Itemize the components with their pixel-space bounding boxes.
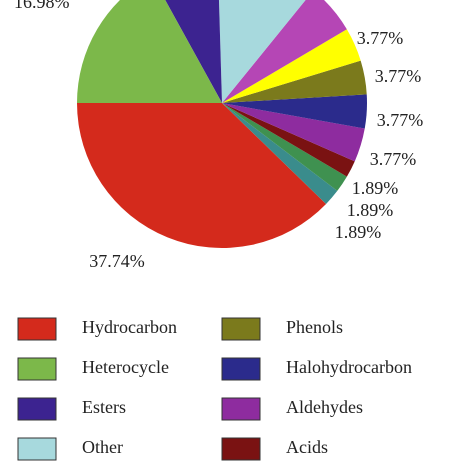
- legend-label: Phenols: [286, 317, 343, 337]
- legend-swatch: [221, 317, 261, 341]
- legend-label: Aldehydes: [286, 397, 363, 417]
- pie-slice: [222, 0, 347, 103]
- value-label: 3.77%: [357, 28, 404, 48]
- legend-label: Esters: [82, 397, 126, 417]
- value-label: 37.74%: [89, 251, 145, 271]
- value-label: 1.89%: [352, 178, 399, 198]
- legend-label: Other: [82, 437, 123, 457]
- legend-swatch: [221, 397, 261, 421]
- legend-label: Hydrocarbon: [82, 317, 177, 337]
- legend-swatch: [17, 437, 57, 461]
- value-label: 1.89%: [335, 222, 382, 242]
- legend-label: Heterocycle: [82, 357, 169, 377]
- value-label: 3.77%: [377, 110, 424, 130]
- pie-slice: [222, 103, 347, 191]
- value-label: 16.98%: [14, 0, 70, 12]
- legend-swatch: [221, 357, 261, 381]
- legend-label: Acids: [286, 437, 328, 457]
- pie-slice: [222, 103, 355, 177]
- pie-slice: [218, 0, 306, 103]
- pie-slice: [222, 29, 361, 104]
- pie-slice: [77, 0, 222, 103]
- legend-swatch: [221, 437, 261, 461]
- value-label: 3.77%: [375, 66, 422, 86]
- legend-swatch: [17, 397, 57, 421]
- legend-swatch: [17, 317, 57, 341]
- pie-slice: [77, 103, 327, 248]
- pie-slice: [222, 94, 367, 129]
- legend-label: Halohydrocarbon: [286, 357, 412, 377]
- legend-swatch: [17, 357, 57, 381]
- value-label: 3.77%: [370, 149, 417, 169]
- pie-slice: [165, 0, 222, 103]
- pie-slice: [222, 60, 367, 103]
- pie-slice: [222, 103, 338, 204]
- value-label: 1.89%: [347, 200, 394, 220]
- pie-slice: [222, 103, 365, 162]
